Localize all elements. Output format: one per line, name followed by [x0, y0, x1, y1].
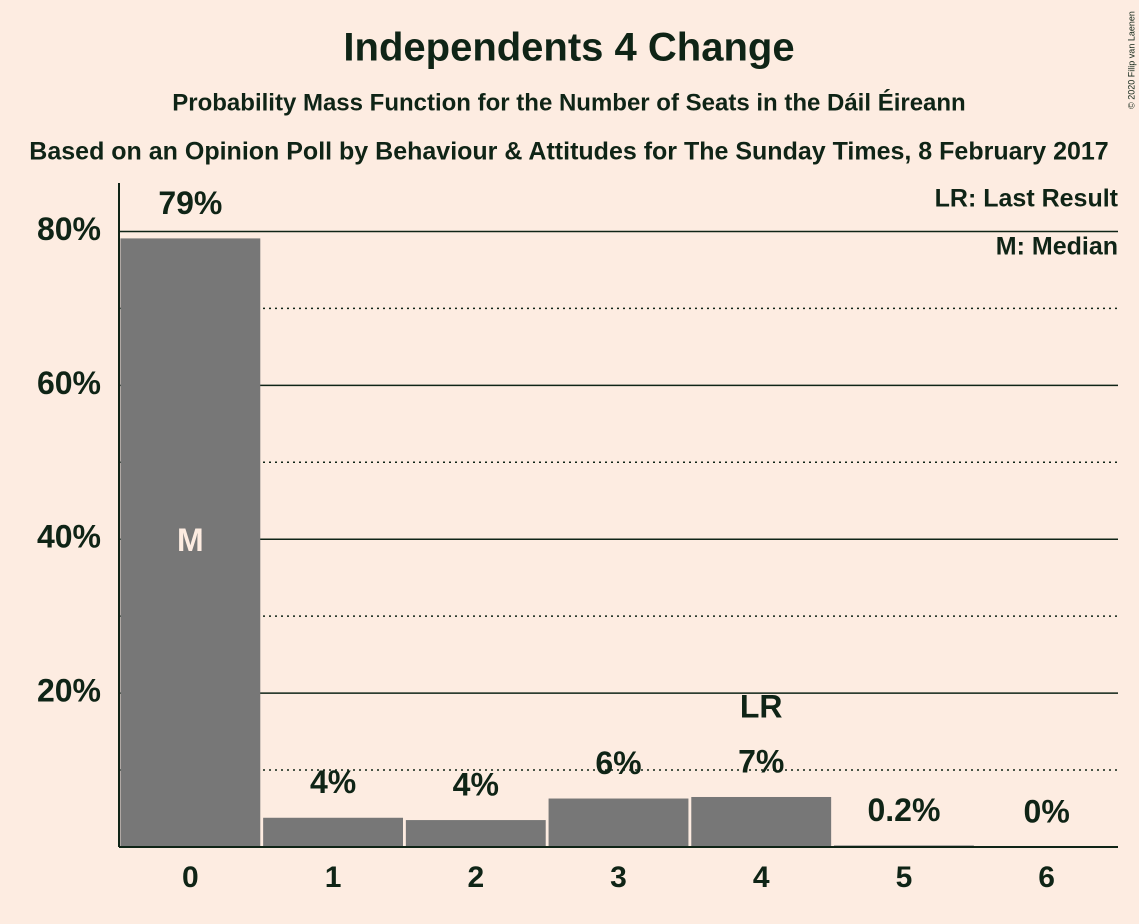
bar	[548, 798, 689, 847]
x-tick-label: 0	[182, 861, 199, 894]
annotation: M	[177, 522, 204, 558]
y-tick-label: 80%	[37, 211, 101, 247]
x-tick-label: 1	[325, 861, 342, 894]
bar	[263, 817, 404, 847]
x-tick-label: 5	[896, 861, 913, 894]
annotation: LR	[740, 688, 783, 724]
bar	[120, 238, 261, 847]
x-tick-label: 2	[467, 861, 484, 894]
value-label: 4%	[453, 767, 499, 803]
y-tick-label: 60%	[37, 365, 101, 401]
value-label: 7%	[738, 743, 784, 779]
value-label: 79%	[158, 185, 222, 221]
bar	[691, 796, 832, 847]
x-tick-label: 4	[753, 861, 770, 894]
copyright: © 2020 Filip van Laenen	[1126, 11, 1136, 109]
legend-entry: M: Median	[996, 233, 1118, 261]
legend-entry: LR: Last Result	[935, 185, 1119, 213]
chart-caption: Based on an Opinion Poll by Behaviour & …	[29, 138, 1108, 166]
chart-subtitle: Probability Mass Function for the Number…	[172, 88, 965, 116]
value-label: 0%	[1024, 793, 1070, 829]
y-tick-label: 40%	[37, 519, 101, 555]
value-label: 4%	[310, 764, 356, 800]
x-tick-label: 3	[610, 861, 627, 894]
chart-title: Independents 4 Change	[343, 26, 794, 70]
value-label: 6%	[595, 745, 641, 781]
bar	[405, 820, 546, 847]
x-tick-label: 6	[1038, 861, 1055, 894]
value-label: 0.2%	[867, 792, 940, 828]
y-tick-label: 20%	[37, 673, 101, 709]
